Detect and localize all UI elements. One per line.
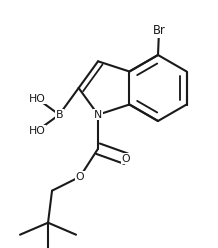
Text: HO: HO xyxy=(29,94,46,104)
Text: O: O xyxy=(76,172,84,182)
Text: Br: Br xyxy=(153,25,165,37)
Text: N: N xyxy=(94,110,102,120)
Text: HO: HO xyxy=(29,126,46,136)
Text: O: O xyxy=(122,154,130,164)
Text: B: B xyxy=(56,110,63,120)
